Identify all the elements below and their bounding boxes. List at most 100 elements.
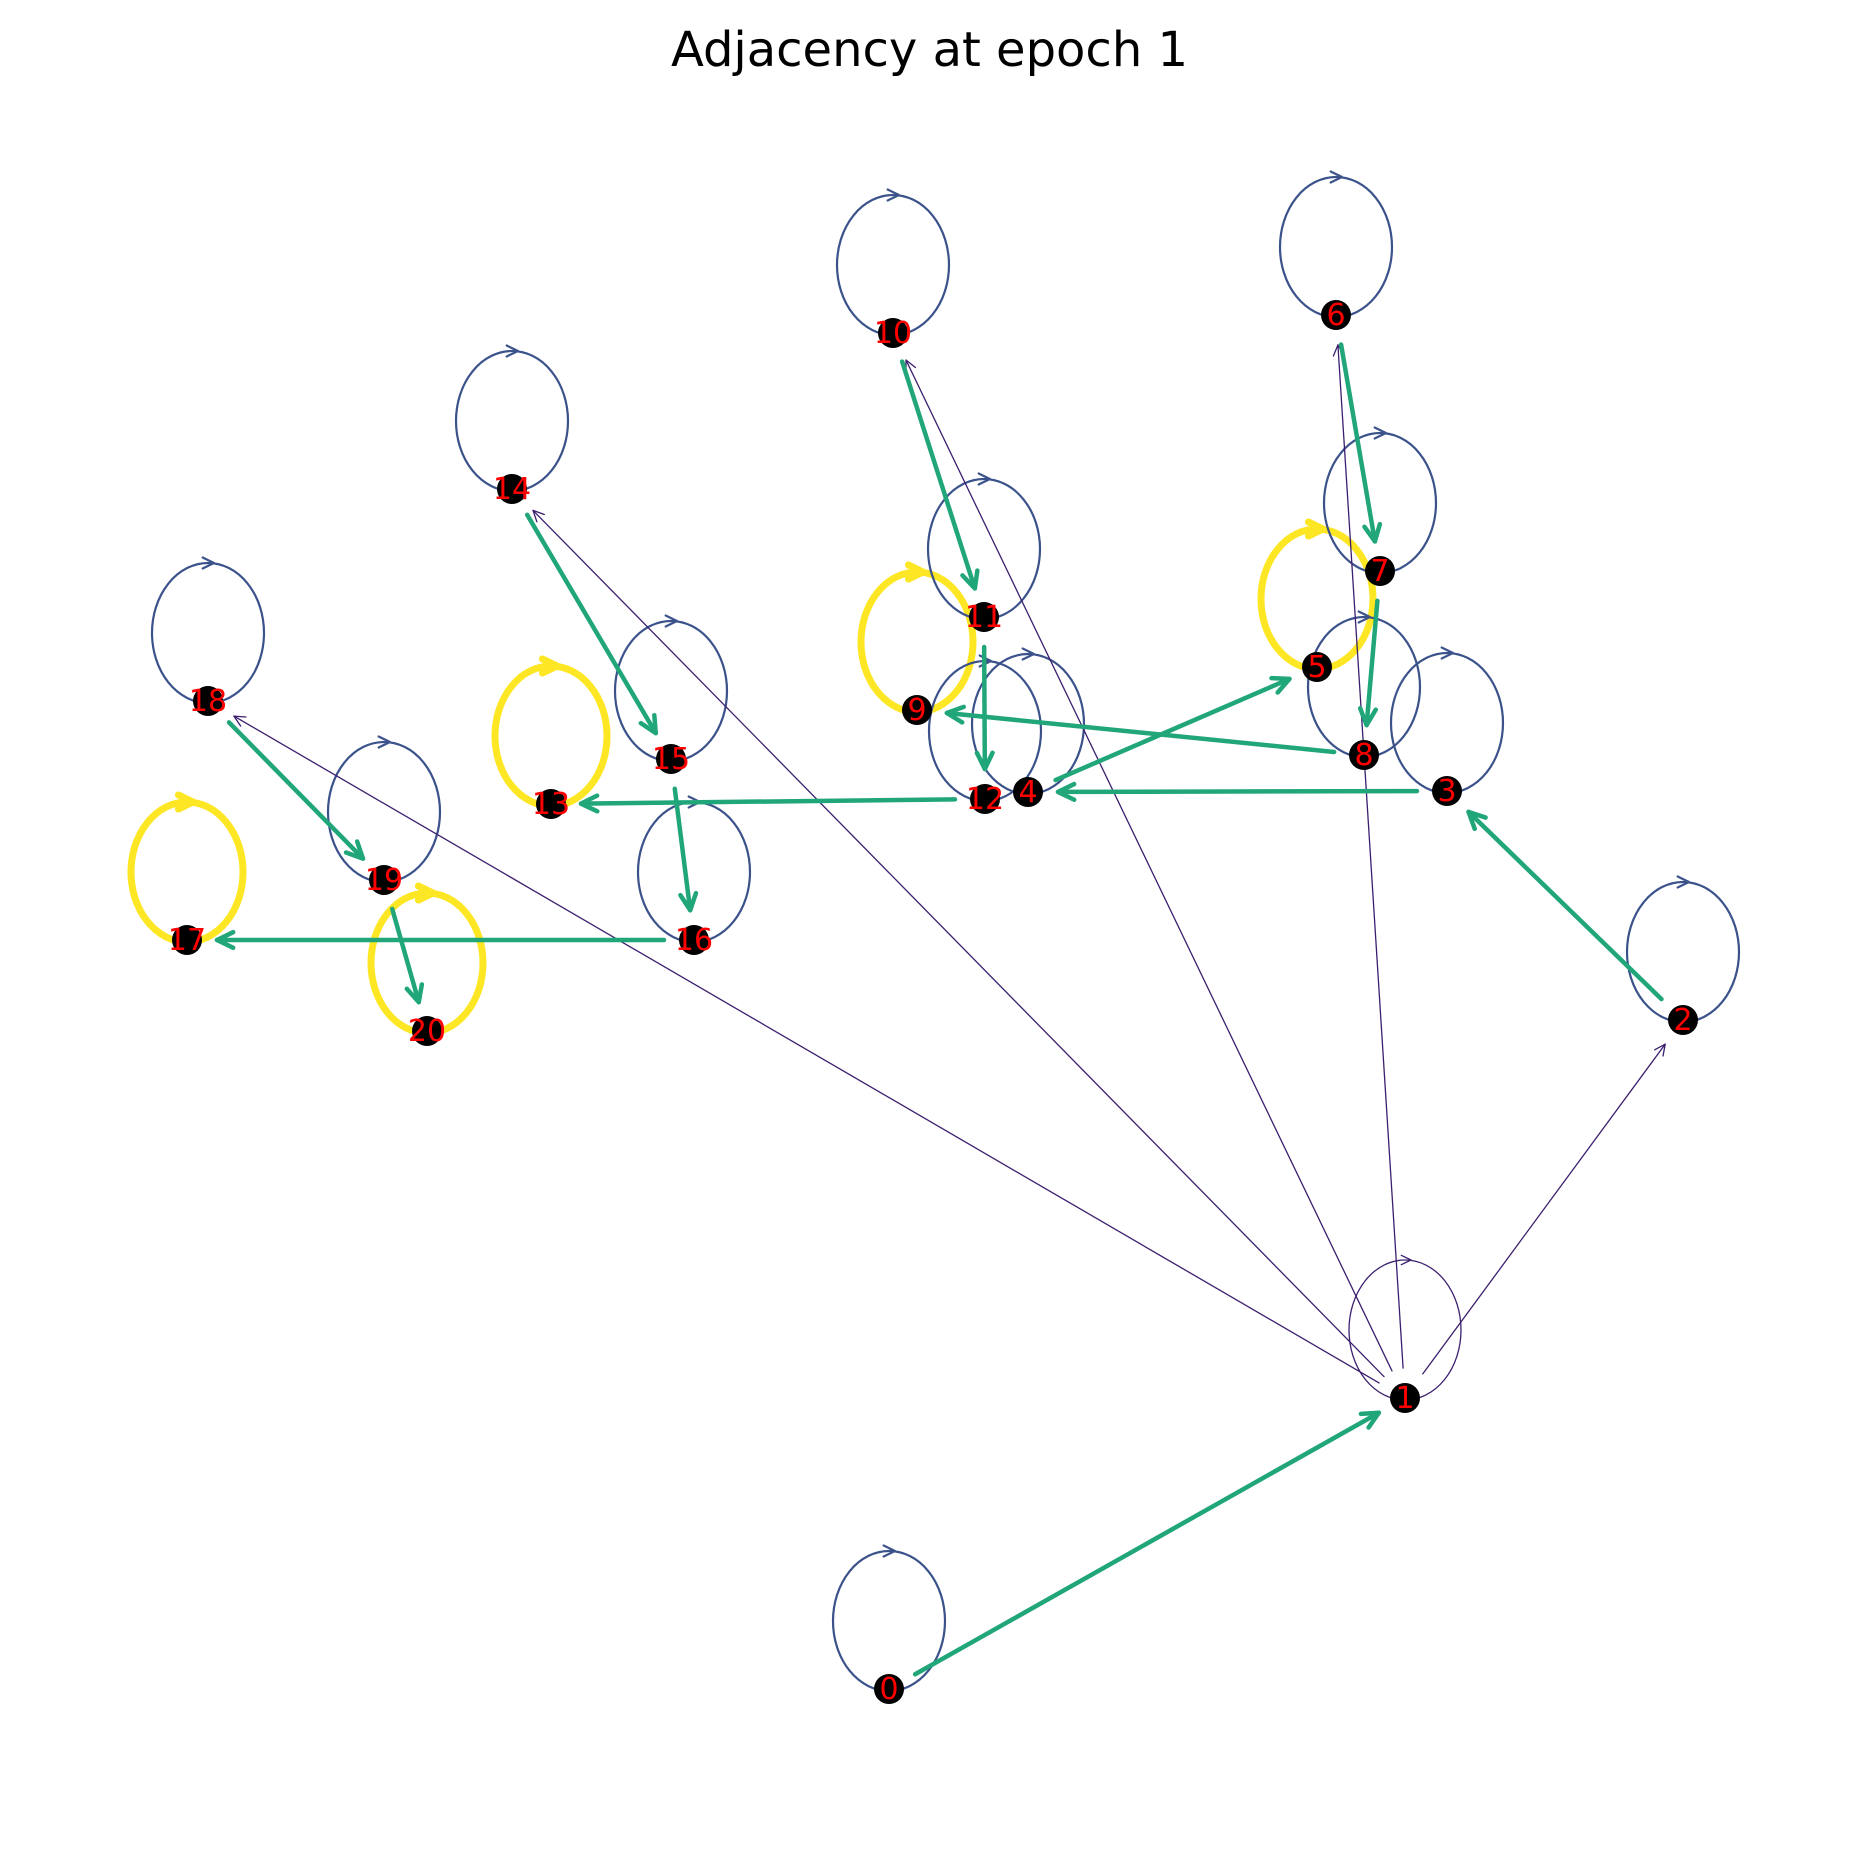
node-label: 8 — [1354, 738, 1373, 773]
node-marker — [536, 789, 566, 819]
edge-1-to-2 — [1422, 1043, 1666, 1375]
node-20: 20 — [408, 1014, 446, 1049]
edge-10-to-11 — [899, 359, 980, 591]
node-0: 0 — [874, 1672, 904, 1707]
self-loop-16 — [636, 795, 752, 944]
node-11: 11 — [965, 600, 1003, 635]
edge-6-to-7 — [1338, 342, 1383, 544]
self-loop-9 — [857, 561, 977, 716]
node-marker — [679, 925, 709, 955]
node-1: 1 — [1390, 1381, 1420, 1416]
node-label: 15 — [652, 742, 690, 777]
node-marker — [1390, 1383, 1420, 1413]
node-marker — [656, 744, 686, 774]
self-loop-19 — [326, 735, 442, 884]
self-loop-7 — [1322, 426, 1438, 575]
node-6: 6 — [1321, 298, 1351, 333]
node-label: 6 — [1326, 298, 1345, 333]
node-13: 13 — [532, 787, 570, 822]
self-loops-layer — [127, 170, 1741, 1693]
edge-0-to-1 — [912, 1410, 1382, 1677]
node-marker — [1302, 652, 1332, 682]
edge-3-to-4 — [1055, 781, 1420, 802]
node-marker — [1365, 556, 1395, 586]
node-marker — [412, 1016, 442, 1046]
node-2: 2 — [1668, 1003, 1698, 1038]
node-14: 14 — [493, 472, 531, 507]
node-8: 8 — [1349, 738, 1379, 773]
node-19: 19 — [365, 863, 403, 898]
node-label: 0 — [879, 1672, 898, 1707]
edge-15-to-16 — [672, 786, 699, 913]
node-marker — [369, 865, 399, 895]
node-label: 11 — [965, 600, 1003, 635]
self-loop-3 — [1389, 646, 1505, 795]
edge-7-to-8 — [1357, 598, 1380, 728]
self-loop-6 — [1278, 170, 1394, 319]
node-4: 4 — [1013, 775, 1043, 810]
edge-18-to-19 — [226, 720, 366, 861]
node-marker — [970, 784, 1000, 814]
node-marker — [1349, 740, 1379, 770]
node-label: 9 — [907, 693, 926, 728]
self-loop-17 — [127, 791, 247, 946]
edges-layer — [214, 342, 1666, 1677]
node-18: 18 — [189, 684, 227, 719]
node-label: 10 — [874, 316, 912, 351]
node-label: 19 — [365, 863, 403, 898]
node-marker — [878, 318, 908, 348]
node-marker — [172, 925, 202, 955]
edge-11-to-12 — [974, 644, 995, 772]
node-label: 18 — [189, 684, 227, 719]
node-label: 16 — [675, 923, 713, 958]
node-label: 1 — [1395, 1381, 1414, 1416]
node-marker — [497, 474, 527, 504]
node-label: 2 — [1673, 1003, 1692, 1038]
node-marker — [1013, 777, 1043, 807]
node-label: 5 — [1307, 650, 1326, 685]
self-loop-13 — [491, 655, 611, 810]
node-label: 20 — [408, 1014, 446, 1049]
edge-2-to-3 — [1466, 809, 1664, 1002]
node-label: 7 — [1370, 554, 1389, 589]
node-label: 14 — [493, 472, 531, 507]
node-12: 12 — [966, 782, 1004, 817]
node-marker — [969, 602, 999, 632]
self-loop-10 — [835, 188, 951, 337]
node-3: 3 — [1432, 774, 1462, 809]
self-loop-18 — [150, 556, 266, 705]
node-marker — [874, 1674, 904, 1704]
edge-1-to-18 — [233, 715, 1380, 1384]
node-label: 12 — [966, 782, 1004, 817]
node-7: 7 — [1365, 554, 1395, 589]
edge-8-to-9 — [944, 704, 1337, 755]
edge-12-to-13 — [578, 793, 958, 814]
edge-4-to-5 — [1053, 675, 1292, 783]
edge-14-to-15 — [524, 512, 659, 736]
node-marker — [1668, 1005, 1698, 1035]
node-10: 10 — [874, 316, 912, 351]
edge-16-to-17 — [214, 929, 667, 951]
edge-19-to-20 — [389, 906, 425, 1005]
node-label: 4 — [1018, 775, 1037, 810]
node-label: 3 — [1437, 774, 1456, 809]
node-marker — [193, 686, 223, 716]
self-loop-14 — [454, 344, 570, 493]
node-label: 17 — [168, 923, 206, 958]
edge-1-to-10 — [905, 359, 1393, 1372]
node-marker — [1321, 300, 1351, 330]
self-loop-2 — [1625, 875, 1741, 1024]
node-17: 17 — [168, 923, 206, 958]
edge-1-to-14 — [532, 509, 1385, 1378]
self-loop-1 — [1348, 1254, 1462, 1401]
chart-title: Adjacency at epoch 1 — [670, 22, 1189, 78]
node-15: 15 — [652, 742, 690, 777]
node-marker — [902, 695, 932, 725]
node-9: 9 — [902, 693, 932, 728]
node-5: 5 — [1302, 650, 1332, 685]
node-16: 16 — [675, 923, 713, 958]
node-marker — [1432, 776, 1462, 806]
